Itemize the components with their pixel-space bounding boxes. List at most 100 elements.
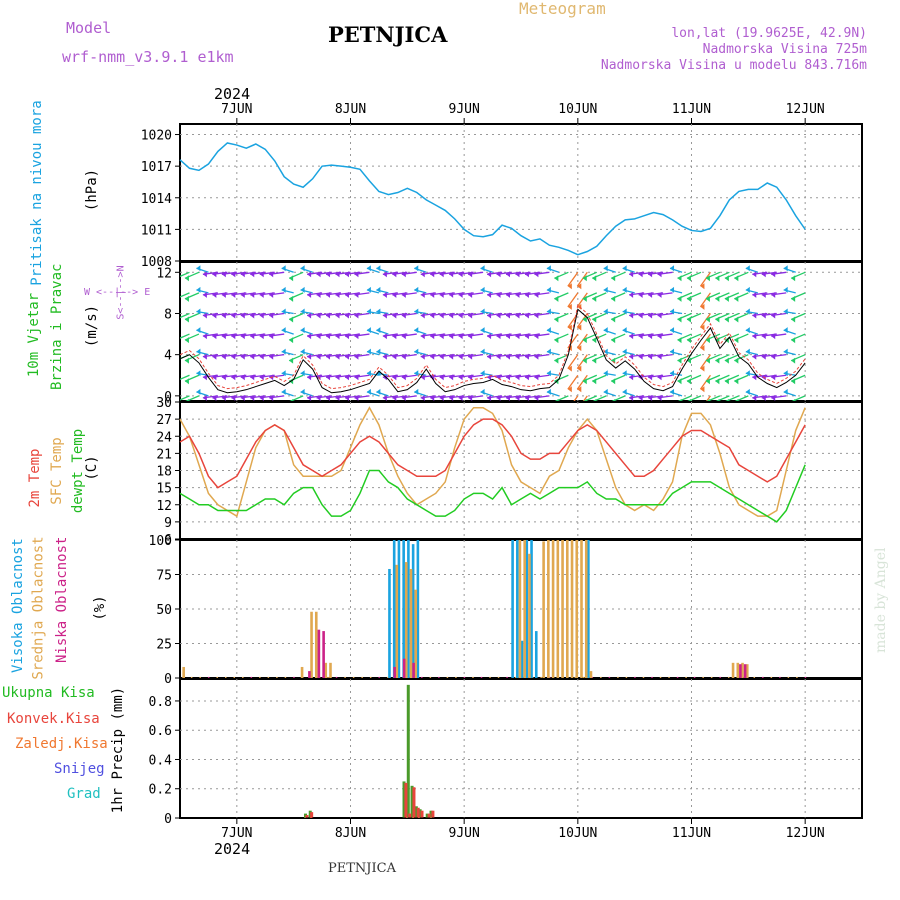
wind-arrow-head <box>700 407 704 413</box>
wind-arrow-head <box>705 337 710 344</box>
wind-arrow <box>705 395 711 401</box>
cloud-baseline-tick <box>608 676 611 678</box>
wind-arrow-head <box>657 312 662 319</box>
wind-arrow-head <box>335 333 340 340</box>
wind-arrow-head <box>611 275 616 282</box>
cloud-baseline-tick <box>421 676 423 678</box>
cloud-bar-mid-15 <box>551 540 555 678</box>
wind-arrow-head <box>612 398 616 401</box>
cloud-bar-high-8 <box>516 540 519 678</box>
wind-arrow-head <box>326 353 331 360</box>
cloud-baseline-tick <box>685 676 687 678</box>
wind-arrow-head <box>622 286 627 293</box>
cloud-bar-mid-18 <box>565 540 569 678</box>
wind-arrow-head <box>670 265 675 272</box>
wind-arrow-head <box>592 275 597 282</box>
wind-arrow-head <box>592 295 597 302</box>
wind-arrow-head <box>414 327 419 334</box>
wind-arrow-head <box>175 316 179 322</box>
wind-arrow-head <box>791 337 796 344</box>
wind-arrow-head <box>468 394 473 401</box>
wind-arrow-head <box>480 265 485 272</box>
cloud-baseline-tick <box>727 676 730 678</box>
wind-arrow-head <box>196 308 201 315</box>
wind-arrow-head <box>577 303 582 310</box>
cloud-baseline-tick <box>497 676 500 678</box>
cloud-baseline-tick <box>617 676 619 678</box>
wind-arrow <box>180 374 190 381</box>
wind-arrow-head <box>568 407 572 413</box>
wind-arrow-head <box>761 353 766 360</box>
wind-arrow-head <box>534 291 539 298</box>
wind-arrow-head <box>401 291 406 298</box>
wind-arrow-head <box>771 271 776 278</box>
ytick-label-wind-1: 4 <box>164 349 172 364</box>
wind-arrow-head <box>269 271 274 278</box>
wind-arrow-head <box>480 388 485 395</box>
cloud-baseline-tick <box>506 676 508 678</box>
compass-we: W <--|--> E <box>84 287 151 298</box>
wind-arrow-head <box>231 333 236 340</box>
wind-arrow-head <box>792 398 796 401</box>
wind-arrow-head <box>686 316 691 323</box>
cloud-baseline-tick <box>659 676 662 678</box>
day-label-bottom-3: 10JUN <box>558 826 597 841</box>
wind-arrow <box>699 374 711 390</box>
wind-arrow-head <box>515 333 520 340</box>
wind-arrow-head <box>316 271 321 278</box>
wind-arrow-head <box>745 265 750 272</box>
wind-arrow-head <box>376 388 381 395</box>
wind-arrow-head <box>496 333 501 340</box>
wind-arrow-head <box>752 312 757 319</box>
wind-arrow-head <box>629 291 634 298</box>
wind-arrow-head <box>700 386 705 393</box>
wind-arrow-head <box>524 394 529 401</box>
wind-arrow-head <box>622 308 627 315</box>
wind-arrow-head <box>593 398 597 401</box>
wind-arrow-head <box>344 291 349 298</box>
year-bottom: 2024 <box>214 840 251 858</box>
wind-arrow-head <box>487 291 492 298</box>
wind-arrow-head <box>196 265 201 272</box>
wind-arrow-head <box>534 271 539 278</box>
wind-arrow-head <box>648 291 653 298</box>
wind-arrow-head <box>603 388 608 395</box>
wind-arrow-head <box>184 378 189 385</box>
wind-gust-line <box>179 304 806 390</box>
wind-arrow-head <box>577 365 582 372</box>
wind-arrow-head <box>629 394 634 401</box>
cloud-bar-mid-19 <box>570 540 574 678</box>
wind-arrow-head <box>771 333 776 340</box>
wind-arrow-head <box>506 291 510 298</box>
wind-arrow-head <box>648 394 653 401</box>
wind-arrow-head <box>316 353 321 360</box>
wind-arrow-head <box>555 398 559 401</box>
wind-arrow-head <box>657 394 662 401</box>
cloud-baseline-tick <box>207 676 210 678</box>
cloud-bar-high-1 <box>392 540 396 678</box>
wind-arrow-head <box>734 357 739 364</box>
wind-arrow-head <box>515 394 520 401</box>
wind-arrow-head <box>344 374 349 381</box>
wind-arrow-head <box>382 353 387 360</box>
wind-arrow <box>699 313 711 328</box>
wind-arrow-head <box>259 333 264 340</box>
wind-arrow-head <box>524 291 529 298</box>
wind-arrow-head <box>196 327 201 334</box>
wind-arrow-head <box>382 394 387 401</box>
cloud-bar-mid-10 <box>518 540 522 678</box>
wind-arrow-head <box>761 291 766 298</box>
wind-arrow-head <box>269 394 274 401</box>
wind-arrow-head <box>175 337 179 343</box>
wind-arrow-head <box>439 333 444 340</box>
wind-arrow-head <box>629 353 634 360</box>
wind-arrow-head <box>430 353 435 360</box>
cloud-baseline-tick <box>361 676 363 678</box>
year-top: 2024 <box>214 85 251 103</box>
wind-arrow-head <box>745 286 750 293</box>
cloud-bar-low-1 <box>317 629 321 678</box>
wind-arrow-head <box>316 312 321 319</box>
wind-arrow-head <box>196 370 201 377</box>
wind-arrow-head <box>638 291 643 298</box>
precip-frozen-label: Zaledj.Kisa <box>15 736 108 752</box>
